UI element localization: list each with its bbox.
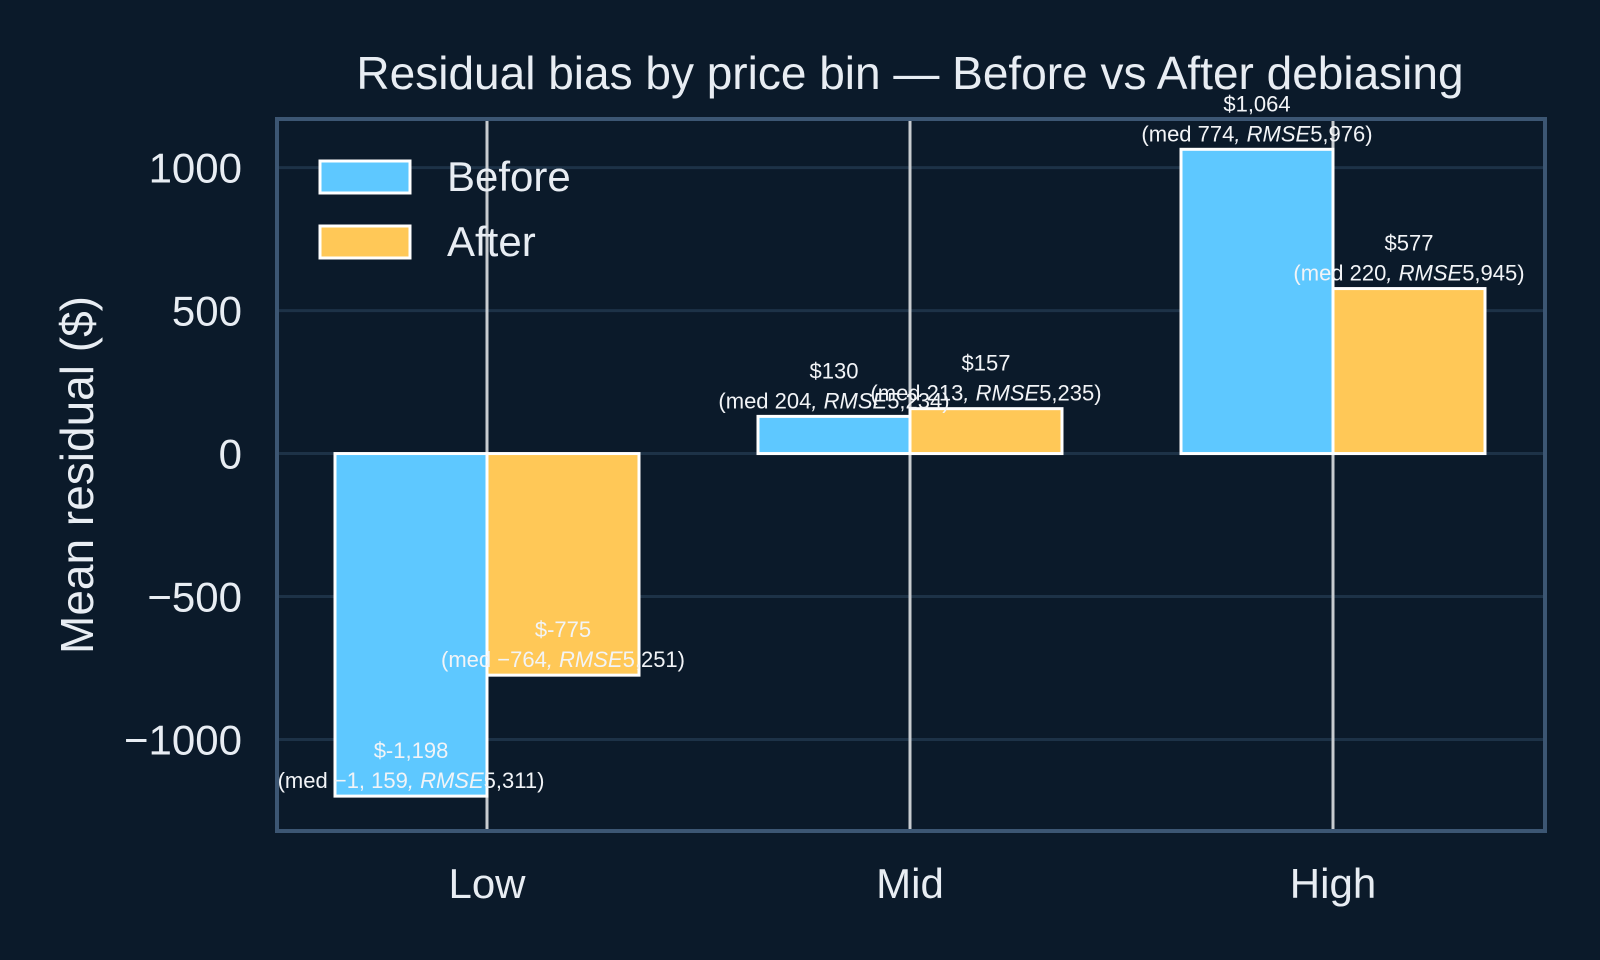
bar-stats-label: (med 204, RMSE5,234) <box>718 388 949 413</box>
annotation-median: 213 <box>927 381 964 406</box>
annotation-median: 204 <box>775 388 812 413</box>
y-tick-label: 0 <box>219 431 242 478</box>
legend-swatch-after <box>318 224 412 260</box>
bar-value-label: $130 <box>810 358 859 383</box>
y-tick-label: −1000 <box>124 716 242 763</box>
legend-label-after: After <box>447 218 536 265</box>
bar-stats-label: (med 220, RMSE5,945) <box>1293 261 1524 286</box>
bars-layer <box>333 147 1487 798</box>
annotation-rmse-label: , RMSE <box>408 768 484 793</box>
annotation-rmse-label: , RMSE <box>811 388 887 413</box>
y-tick-label: −500 <box>147 574 242 621</box>
annotation-suffix: ) <box>1365 121 1372 146</box>
chart-title: Residual bias by price bin — Before vs A… <box>356 47 1463 99</box>
annotation-layer: $-1,198(med −1, 159, RMSE5,311)$130(med … <box>278 91 1525 793</box>
bar-before-mid <box>756 414 912 456</box>
y-tick-label: 500 <box>172 288 242 335</box>
bar-before-low <box>333 452 489 798</box>
annotation-rmse-label: , RMSE <box>1386 261 1462 286</box>
y-tick-label: 1000 <box>149 145 242 192</box>
bar-after-low <box>485 452 641 677</box>
annotation-median: 220 <box>1350 261 1387 286</box>
bar-value-label: $577 <box>1385 231 1434 256</box>
bar-value-label: $-1,198 <box>374 738 449 763</box>
annotation-rmse: 5,251 <box>623 647 678 672</box>
annotation-med-prefix: (med <box>1141 121 1197 146</box>
annotation-rmse-label: , RMSE <box>1234 121 1310 146</box>
bar-value-label: $-775 <box>535 617 591 642</box>
bar-value-label: $157 <box>962 351 1011 376</box>
legend-label-before: Before <box>447 153 571 200</box>
bar-before-high <box>1179 147 1335 456</box>
annotation-rmse: 5,976 <box>1310 121 1365 146</box>
annotation-median: −764 <box>497 647 547 672</box>
annotation-rmse-label: , RMSE <box>547 647 623 672</box>
annotation-med-prefix: (med <box>1293 261 1349 286</box>
annotation-rmse-label: , RMSE <box>963 381 1039 406</box>
bar-stats-label: (med −764, RMSE5,251) <box>441 647 685 672</box>
annotation-med-prefix: (med <box>718 388 774 413</box>
legend: Before After <box>318 153 571 265</box>
bar-value-label: $1,064 <box>1223 91 1290 116</box>
annotation-suffix: ) <box>1517 261 1524 286</box>
annotation-median: 774 <box>1198 121 1235 146</box>
bar-after-high <box>1331 287 1487 456</box>
annotation-suffix: ) <box>942 388 949 413</box>
annotation-rmse: 5,234 <box>887 388 942 413</box>
annotation-med-prefix: (med <box>278 768 334 793</box>
annotation-rmse: 5,235 <box>1039 381 1094 406</box>
bar-stats-label: (med 213, RMSE5,235) <box>870 381 1101 406</box>
x-tick-label: Mid <box>876 860 944 907</box>
axis-layer: 1000 500 0 −500 −1000 Low Mid High <box>124 145 1376 907</box>
annotation-rmse: 5,945 <box>1462 261 1517 286</box>
bar-stats-label: (med −1, 159, RMSE5,311) <box>278 768 545 793</box>
legend-swatch-before <box>318 159 412 195</box>
y-axis-label: Mean residual ($) <box>51 296 103 654</box>
annotation-rmse: 5,311 <box>484 768 537 793</box>
bar-after-mid <box>908 407 1064 456</box>
x-tick-label: Low <box>448 860 526 907</box>
annotation-med-prefix: (med <box>870 381 926 406</box>
annotation-med-prefix: (med <box>441 647 497 672</box>
annotation-suffix: ) <box>678 647 685 672</box>
annotation-median: −1, 159 <box>334 768 408 793</box>
annotation-suffix: ) <box>1094 381 1101 406</box>
x-tick-label: High <box>1290 860 1376 907</box>
annotation-suffix: ) <box>537 768 544 793</box>
bar-stats-label: (med 774, RMSE5,976) <box>1141 121 1372 146</box>
plot-frame <box>275 117 1547 833</box>
